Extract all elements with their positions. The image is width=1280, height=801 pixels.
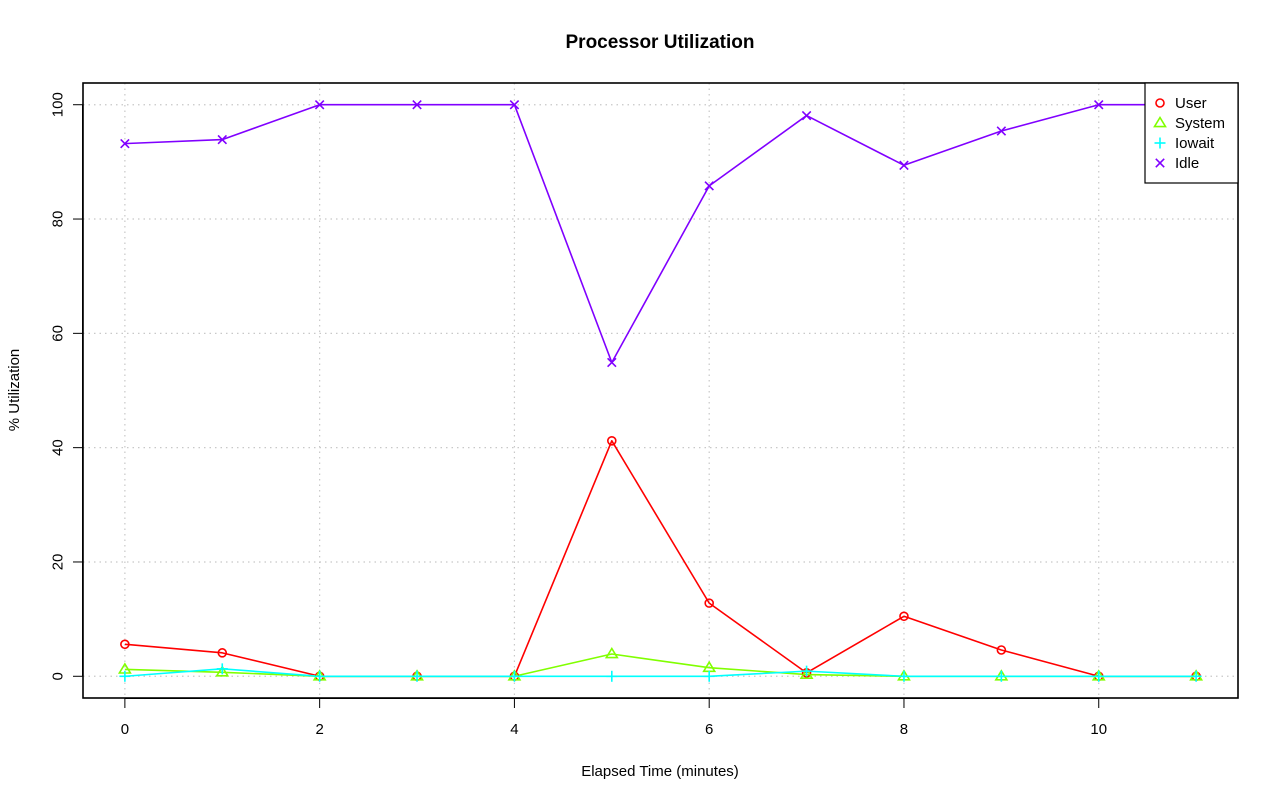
x-tick-label: 0 <box>121 721 129 738</box>
data-point-iowait <box>801 665 813 677</box>
legend-marker-iowait <box>1154 137 1166 149</box>
grid-lines <box>83 83 1238 698</box>
data-point-idle <box>801 110 812 121</box>
data-point-iowait <box>1093 670 1105 682</box>
data-point-system <box>799 667 814 679</box>
legend-marker-idle <box>1155 158 1165 168</box>
y-axis-label: % Utilization <box>6 349 23 432</box>
data-point-iowait <box>508 670 520 682</box>
legend-item-idle: Idle <box>1155 155 1199 172</box>
x-tick-label: 6 <box>705 721 713 738</box>
series-lines <box>124 103 1197 678</box>
data-point-iowait <box>216 663 228 675</box>
legend-marker-user <box>1155 98 1165 108</box>
legend-label-iowait: Iowait <box>1175 135 1215 152</box>
data-point-iowait <box>703 670 715 682</box>
y-tick-label: 40 <box>50 439 67 456</box>
data-point-iowait <box>119 670 131 682</box>
series-line-idle <box>124 103 1197 364</box>
data-point-iowait <box>411 670 423 682</box>
data-point-user <box>607 435 617 446</box>
data-point-idle <box>1093 99 1104 110</box>
series-line-iowait <box>124 668 1197 678</box>
data-point-system <box>215 665 230 677</box>
x-tick-label: 8 <box>900 721 908 738</box>
legend-label-user: User <box>1175 95 1207 112</box>
data-point-idle <box>899 160 909 171</box>
legend-label-system: System <box>1175 115 1225 132</box>
legend-item-user: User <box>1155 95 1207 112</box>
legend: User System Iowait Idle <box>1144 82 1239 184</box>
legend-marker-system <box>1153 115 1167 128</box>
legend-label-idle: Idle <box>1175 155 1199 172</box>
data-point-iowait <box>314 670 326 682</box>
data-point-idle <box>412 99 422 110</box>
y-axis: 0 20 40 60 80 100 <box>50 92 83 680</box>
y-tick-label: 20 <box>50 554 67 571</box>
x-tick-label: 10 <box>1090 721 1107 738</box>
data-point-iowait <box>995 670 1007 682</box>
x-tick-label: 4 <box>510 721 518 738</box>
data-point-idle <box>217 134 228 145</box>
data-point-idle <box>704 181 714 191</box>
data-point-idle <box>996 126 1007 136</box>
x-axis: 0 2 4 6 8 10 <box>121 698 1107 738</box>
data-point-idle <box>607 357 617 368</box>
plot-area-frame <box>82 82 1239 699</box>
data-point-iowait <box>606 670 618 682</box>
x-tick-label: 2 <box>315 721 323 738</box>
data-point-user <box>217 648 228 658</box>
y-tick-label: 60 <box>50 325 67 342</box>
data-point-iowait <box>1190 670 1202 682</box>
series-line-user <box>124 439 1197 678</box>
y-tick-label: 80 <box>50 211 67 228</box>
data-point-user <box>704 598 714 608</box>
series-markers <box>117 99 1204 682</box>
legend-items: User System Iowait Idle <box>1153 95 1225 172</box>
data-point-idle <box>120 138 130 149</box>
data-point-idle <box>314 99 325 110</box>
legend-item-system: System <box>1153 115 1225 132</box>
y-tick-label: 0 <box>50 672 67 680</box>
data-point-user <box>120 639 130 650</box>
chart-title: Processor Utilization <box>566 32 755 53</box>
data-point-user <box>996 645 1007 655</box>
data-point-system <box>604 646 619 659</box>
x-axis-label: Elapsed Time (minutes) <box>581 763 739 780</box>
y-tick-label: 100 <box>50 92 67 117</box>
data-point-iowait <box>898 670 910 682</box>
data-point-idle <box>509 99 520 110</box>
legend-item-iowait: Iowait <box>1154 135 1215 152</box>
data-point-user <box>899 611 909 622</box>
